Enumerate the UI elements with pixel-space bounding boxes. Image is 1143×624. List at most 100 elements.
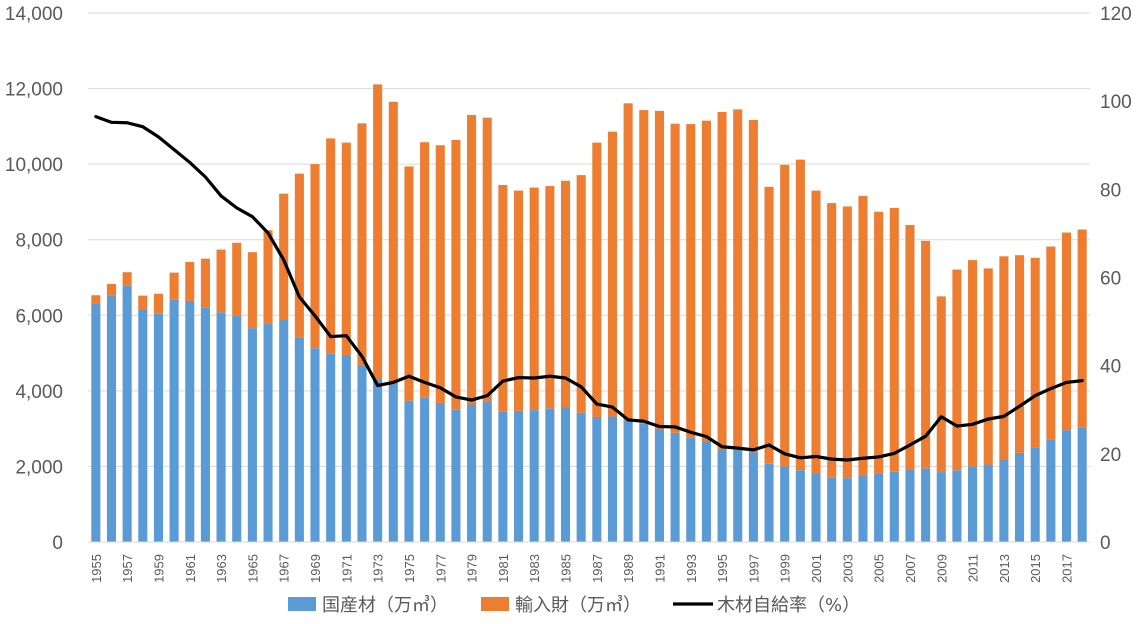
bar-domestic	[279, 319, 289, 542]
bar-imported	[748, 119, 758, 453]
x-tick-label: 2011	[966, 554, 981, 582]
left-y-tick-label: 12,000	[5, 80, 63, 101]
bar-domestic	[733, 449, 743, 542]
x-tick-label: 1997	[746, 554, 761, 583]
x-tick-label: 2013	[997, 554, 1012, 583]
bar-imported	[827, 203, 837, 478]
bar-imported	[514, 190, 524, 411]
x-tick-label: 2017	[1060, 554, 1075, 583]
legend: 国産材（万㎥） 輸入財（万㎥） 木材自給率（%）	[288, 595, 860, 616]
bar-domestic	[623, 420, 633, 542]
right-y-tick-label: 120	[1100, 4, 1132, 25]
bar-domestic	[357, 365, 367, 542]
x-tick-label: 1999	[778, 554, 793, 583]
bar-domestic	[373, 379, 383, 542]
bar-imported	[623, 103, 633, 421]
bar-imported	[607, 131, 618, 417]
bar-domestic	[717, 449, 727, 542]
bar-domestic	[921, 468, 931, 542]
bar-domestic	[326, 353, 336, 542]
bar-domestic	[670, 432, 680, 542]
bar-imported	[921, 240, 931, 469]
bar-series	[91, 84, 1087, 542]
bar-imported	[529, 187, 539, 411]
bar-imported	[999, 256, 1009, 461]
bar-domestic	[404, 400, 414, 542]
bar-domestic	[780, 466, 790, 542]
self-sufficiency-line	[94, 114, 1084, 462]
x-tick-label: 1977	[433, 554, 448, 583]
bar-imported	[106, 283, 117, 296]
bar-imported	[91, 295, 101, 304]
bar-imported	[1015, 255, 1025, 453]
bar-imported	[451, 139, 461, 410]
bar-imported	[279, 193, 289, 320]
bar-domestic	[200, 307, 210, 542]
left-y-tick-label: 6,000	[15, 306, 63, 327]
right-y-tick-label: 80	[1100, 180, 1121, 201]
left-y-tick-label: 14,000	[5, 4, 63, 25]
right-y-tick-label: 0	[1100, 533, 1111, 554]
bar-domestic	[795, 470, 805, 542]
bar-imported	[1046, 246, 1056, 440]
bar-imported	[341, 142, 351, 355]
bar-imported	[670, 123, 680, 433]
bar-domestic	[216, 312, 226, 542]
x-tick-label: 1993	[684, 554, 699, 583]
bar-domestic	[764, 463, 774, 542]
x-tick-label: 1969	[308, 554, 323, 583]
bar-imported	[388, 101, 398, 383]
bar-imported	[357, 123, 367, 366]
bar-domestic	[169, 299, 179, 542]
bar-imported	[404, 166, 414, 401]
bar-domestic	[388, 382, 398, 542]
x-tick-label: 1987	[590, 554, 605, 583]
right-y-tick-label: 100	[1100, 92, 1132, 113]
bar-imported	[420, 142, 430, 398]
x-tick-label: 2003	[840, 554, 855, 583]
bar-imported	[889, 207, 899, 472]
legend-domestic: 国産材（万㎥）	[288, 595, 448, 616]
bar-imported	[482, 117, 492, 402]
x-tick-label: 2005	[872, 554, 887, 583]
bar-imported	[138, 295, 148, 310]
x-tick-label: 1967	[277, 554, 292, 583]
bar-imported	[701, 120, 711, 442]
legend-self-sufficiency-label: 木材自給率（%）	[717, 595, 860, 616]
bar-imported	[232, 242, 242, 316]
bar-domestic	[1030, 447, 1040, 542]
right-y-tick-label: 60	[1100, 269, 1121, 290]
bar-domestic	[498, 411, 508, 542]
bar-domestic	[451, 409, 461, 542]
legend-domestic-swatch	[288, 597, 316, 611]
bar-imported	[169, 272, 179, 300]
x-tick-label: 1965	[245, 554, 260, 583]
x-tick-label: 2001	[809, 554, 824, 583]
bar-imported	[592, 142, 602, 417]
x-tick-label: 1961	[183, 554, 198, 583]
left-y-axis: 0 2,000 4,000 6,000 8,000 10,000 12,000 14,000	[5, 4, 63, 554]
bar-domestic	[999, 460, 1009, 542]
line-series	[94, 114, 1084, 462]
bar-imported	[326, 138, 336, 354]
legend-imported: 輸入財（万㎥）	[481, 595, 641, 616]
bar-imported	[1061, 232, 1072, 431]
bar-imported	[122, 272, 132, 286]
bar-domestic	[247, 328, 257, 542]
x-tick-label: 1983	[527, 554, 542, 583]
x-tick-label: 1991	[652, 554, 667, 583]
left-y-tick-label: 0	[52, 533, 63, 554]
bar-imported	[717, 111, 727, 450]
bar-domestic	[827, 477, 837, 542]
bar-imported	[842, 206, 852, 479]
bar-imported	[576, 175, 586, 413]
bar-imported	[654, 110, 664, 430]
bar-domestic	[482, 401, 492, 542]
bar-domestic	[341, 354, 351, 542]
bar-imported	[952, 269, 962, 471]
bar-imported	[310, 164, 320, 349]
bar-domestic	[91, 303, 101, 542]
bar-domestic	[545, 408, 555, 542]
bar-imported	[1030, 257, 1040, 448]
